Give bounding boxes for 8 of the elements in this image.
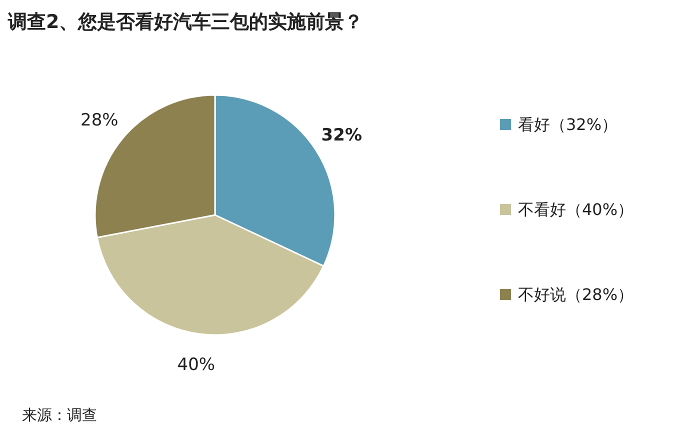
data-label: 40% [177,354,216,375]
legend-label: 不看好（40%） [518,200,634,219]
legend-label: 看好（32%） [518,115,618,134]
data-label: 28% [80,110,118,130]
source-note: 来源：调查 [22,406,97,424]
legend-label: 不好说（28%） [518,285,634,304]
data-label: 32% [321,126,362,146]
chart-title: 调查2、您是否看好汽车三包的实施前景？ [7,11,364,33]
